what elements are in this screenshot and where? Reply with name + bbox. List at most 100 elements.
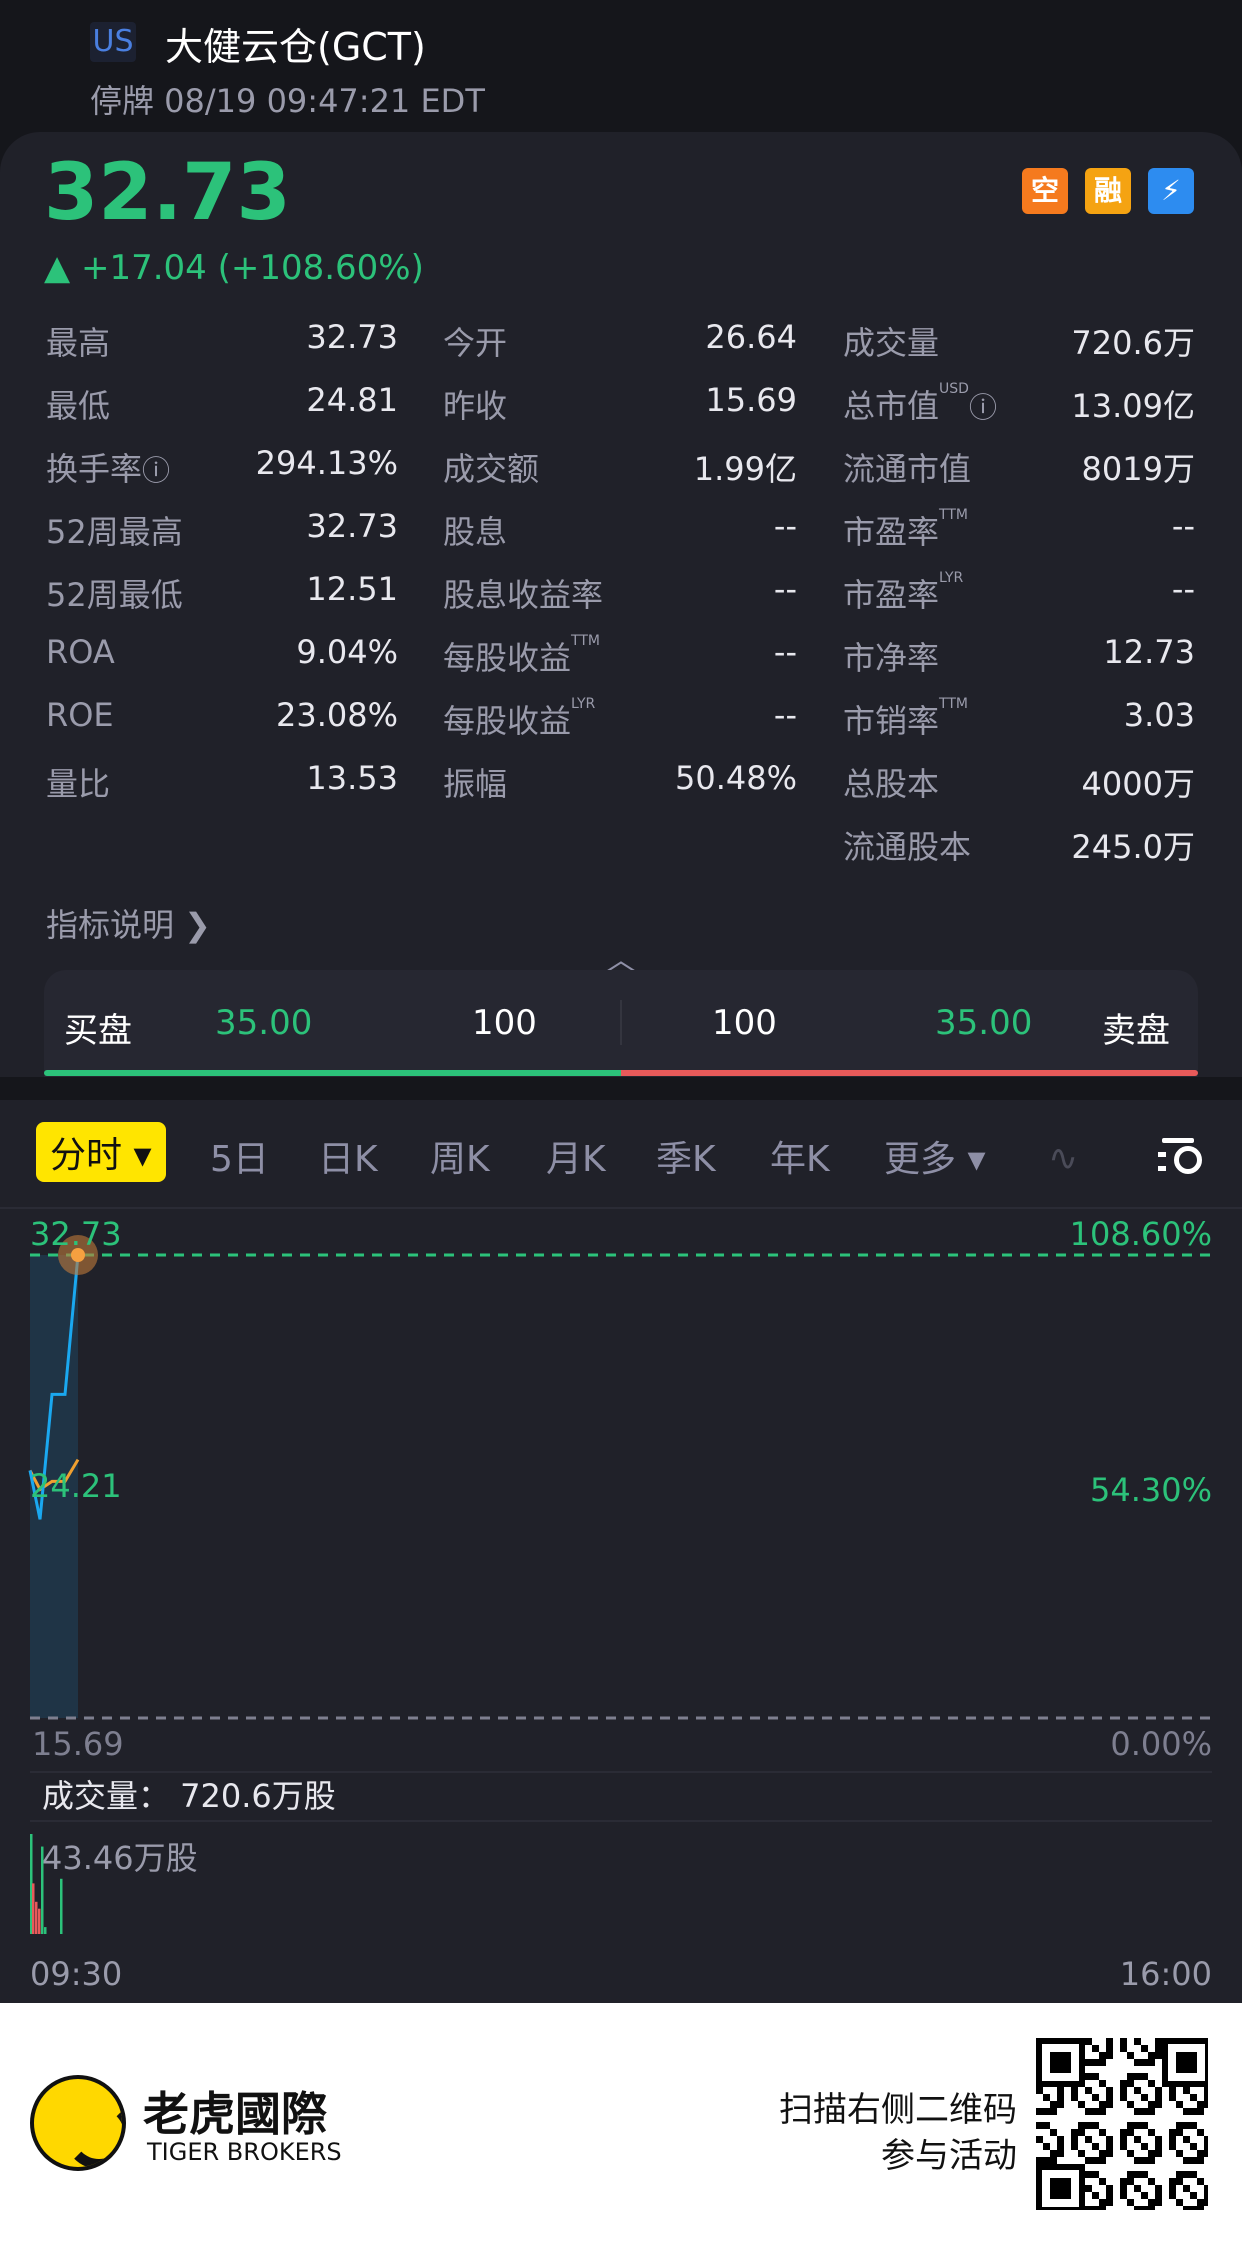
stat-label: 市盈率LYR [843,570,963,616]
indicator-wave-icon[interactable]: ∿ [1048,1138,1079,1179]
qr-module [1197,2150,1204,2157]
qr-module [1106,2052,1113,2059]
lightning-icon[interactable]: ⚡ [1148,168,1194,214]
stat-label: 昨收 [443,381,507,427]
stat-value: 3.03 [1123,696,1195,734]
qr-module [1148,2150,1155,2157]
qr-module [1148,2101,1155,2108]
tab-period[interactable]: 季K [656,1139,716,1180]
qr-module [1127,2122,1134,2129]
qr-module [1183,2136,1190,2143]
stat-label-text: 市盈率 [843,576,940,614]
qr-module [1148,2199,1155,2206]
qr-module [1092,2045,1099,2052]
qr-module [1106,2094,1113,2101]
price-change: ▲ +17.04 (+108.60%) [44,248,424,288]
qr-module [1169,2178,1176,2185]
stat-value: 12.51 [306,570,398,608]
stat-label[interactable]: 总市值USDⓘ [843,381,997,427]
stat-label-text: 每股收益 [443,702,572,740]
quote-card [0,132,1242,1077]
qr-module [1050,2108,1057,2115]
qr-module [1134,2157,1141,2164]
qr-module [1148,2108,1155,2115]
qr-module [1057,2094,1064,2101]
qr-module [1127,2080,1134,2087]
stat-label-text: 换手率 [46,450,143,488]
qr-module [1183,2206,1190,2210]
tab-period[interactable]: 日K [318,1139,378,1180]
last-point [71,1248,85,1262]
qr-module [1106,2199,1113,2206]
stat-label: 最高 [46,318,110,364]
stat-label: 市销率TTM [843,696,968,742]
bid-label: 买盘 [64,1011,132,1051]
stat-label: 流通市值 [843,444,971,490]
qr-finder [1036,2164,1085,2210]
qr-module [1155,2094,1162,2101]
qr-module [1120,2045,1127,2052]
stat-value: -- [773,570,797,608]
qr-module [1141,2108,1148,2115]
info-icon[interactable]: ⓘ [142,454,171,487]
tab-period[interactable]: 周K [430,1139,490,1180]
qr-module [1057,2150,1064,2157]
stat-label[interactable]: 换手率ⓘ [46,444,170,490]
qr-module [1169,2185,1176,2192]
qr-module [1120,2185,1127,2192]
qr-module [1078,2150,1085,2157]
qr-module [1155,2143,1162,2150]
intraday-chart[interactable]: 32.73 24.21 15.69 108.60% 54.30% 0.00% 成交量： 72… [0,1209,1242,2003]
qr-module [1099,2129,1106,2136]
volume-max-label: 43.46万股 [42,1839,198,1877]
qr-module [1092,2171,1099,2178]
qr-module [1190,2108,1197,2115]
no-short-icon[interactable]: 空 [1022,168,1068,214]
qr-module [1176,2171,1183,2178]
qr-module [1092,2157,1099,2164]
stat-label-suffix: TTM [571,633,600,649]
stat-label: 52周最高 [46,507,183,553]
pct-label-low: 0.00% [1110,1725,1212,1763]
brand-name-en: TIGER BROKERS [147,2138,342,2166]
qr-module [1099,2150,1106,2157]
chart-settings-icon[interactable] [1156,1134,1206,1178]
stat-value: 294.13% [255,444,398,482]
qr-module [1085,2136,1092,2143]
stat-label-suffix: TTM [939,507,968,523]
qr-module [1078,2101,1085,2108]
ask-size: 100 [712,1003,777,1043]
pct-label-high: 108.60% [1070,1215,1212,1253]
tab-period[interactable]: 更多 ▾ [884,1139,986,1180]
qr-code[interactable] [1036,2038,1208,2210]
x-label-start: 09:30 [30,1955,122,1993]
divider [0,1207,1242,1209]
qr-module [1120,2129,1127,2136]
tab-period[interactable]: 年K [770,1139,830,1180]
stat-value: 24.81 [306,381,398,419]
qr-module [1057,2143,1064,2150]
qr-module [1204,2087,1208,2094]
stat-label: 成交量 [843,318,939,364]
indicator-explain-link[interactable]: 指标说明 ❯ [46,906,211,944]
qr-module [1155,2038,1162,2045]
market-badge: US [90,22,136,62]
qr-module [1134,2073,1141,2080]
stat-value: -- [773,633,797,671]
qr-module [1134,2122,1141,2129]
tab-period[interactable]: 月K [546,1139,606,1180]
stat-label: 股息 [443,507,507,553]
info-icon[interactable]: ⓘ [968,391,997,424]
qr-module [1155,2185,1162,2192]
stat-value: 4000万 [1081,765,1195,803]
stat-value: 50.48% [674,759,797,797]
qr-module [1183,2108,1190,2115]
qr-module [1085,2108,1092,2115]
margin-icon[interactable]: 融 [1085,168,1131,214]
tab-period[interactable]: 5日 [210,1139,269,1180]
bid-price: 35.00 [215,1003,313,1043]
tab-period[interactable]: 分时 ▾ [36,1122,166,1182]
qr-module [1043,2094,1050,2101]
qr-module [1085,2157,1092,2164]
qr-module [1099,2178,1106,2185]
